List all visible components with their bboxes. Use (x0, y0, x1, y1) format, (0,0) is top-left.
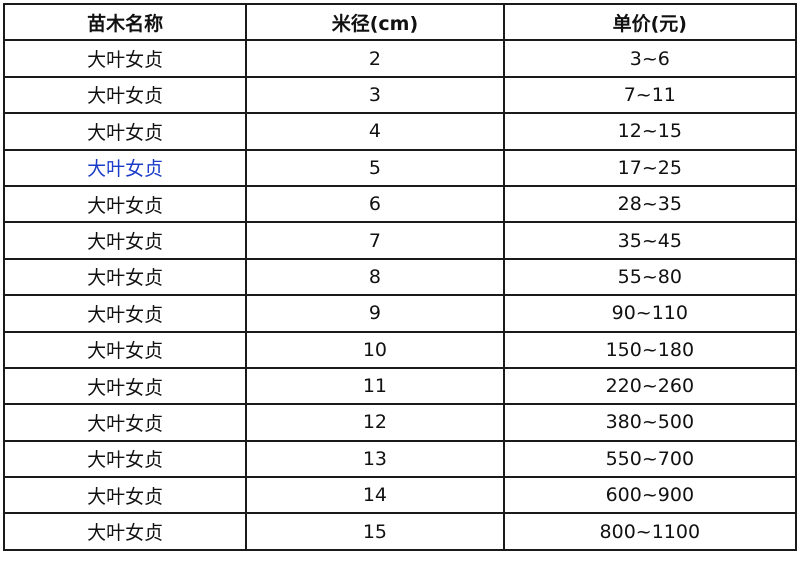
table-row: 大叶女贞 3 7~11 (2, 75, 798, 115)
diameter-cell: 10 (245, 330, 505, 369)
table-row: 大叶女贞 13 550~700 (2, 439, 798, 479)
diameter-cell: 3 (245, 75, 505, 115)
price-cell: 3~6 (502, 39, 798, 78)
name-cell: 大叶女贞 (2, 148, 248, 187)
diameter-cell: 5 (245, 148, 505, 187)
diameter-cell: 14 (245, 476, 505, 515)
name-cell: 大叶女贞 (2, 476, 248, 515)
header-name: 苗木名称 (2, 2, 248, 42)
price-cell: 150~180 (502, 330, 798, 369)
price-cell: 380~500 (502, 403, 798, 442)
diameter-cell: 8 (245, 257, 505, 297)
price-cell: 17~25 (502, 148, 798, 187)
diameter-cell: 2 (245, 39, 505, 78)
name-cell: 大叶女贞 (2, 330, 248, 369)
name-cell: 大叶女贞 (2, 403, 248, 442)
price-cell: 28~35 (502, 184, 798, 224)
name-cell: 大叶女贞 (2, 221, 248, 260)
price-cell: 550~700 (502, 439, 798, 479)
price-cell: 35~45 (502, 221, 798, 260)
table-row: 大叶女贞 9 90~110 (2, 294, 798, 333)
price-cell: 220~260 (502, 366, 798, 406)
diameter-cell: 11 (245, 366, 505, 406)
table-row: 大叶女贞 11 220~260 (2, 366, 798, 406)
name-cell: 大叶女贞 (2, 512, 248, 551)
price-cell: 7~11 (502, 75, 798, 115)
table-row: 大叶女贞 6 28~35 (2, 184, 798, 224)
diameter-cell: 4 (245, 112, 505, 151)
price-cell: 600~900 (502, 476, 798, 515)
price-cell: 12~15 (502, 112, 798, 151)
name-cell: 大叶女贞 (2, 184, 248, 224)
table-row: 大叶女贞 5 17~25 (2, 148, 798, 187)
price-cell: 55~80 (502, 257, 798, 297)
table-row: 大叶女贞 2 3~6 (2, 39, 798, 78)
name-cell: 大叶女贞 (2, 439, 248, 479)
diameter-cell: 6 (245, 184, 505, 224)
header-diameter: 米径(cm) (245, 2, 505, 42)
diameter-cell: 7 (245, 221, 505, 260)
diameter-cell: 12 (245, 403, 505, 442)
diameter-cell: 9 (245, 294, 505, 333)
header-row: 苗木名称 米径(cm) 单价(元) (2, 2, 798, 42)
table-row: 大叶女贞 7 35~45 (2, 221, 798, 260)
diameter-cell: 15 (245, 512, 505, 551)
table-row: 大叶女贞 8 55~80 (2, 257, 798, 297)
table-row: 大叶女贞 15 800~1100 (2, 512, 798, 551)
price-cell: 800~1100 (502, 512, 798, 551)
price-table: 苗木名称 米径(cm) 单价(元) 大叶女贞 2 3~6 大叶女贞 3 7~11 大叶女贞 4… (2, 2, 798, 551)
name-cell: 大叶女贞 (2, 366, 248, 406)
table-row: 大叶女贞 4 12~15 (2, 112, 798, 151)
table-row: 大叶女贞 14 600~900 (2, 476, 798, 515)
price-cell: 90~110 (502, 294, 798, 333)
diameter-cell: 13 (245, 439, 505, 479)
table-row: 大叶女贞 12 380~500 (2, 403, 798, 442)
name-cell: 大叶女贞 (2, 39, 248, 78)
header-price: 单价(元) (502, 2, 798, 42)
name-cell: 大叶女贞 (2, 112, 248, 151)
name-cell: 大叶女贞 (2, 75, 248, 115)
name-cell: 大叶女贞 (2, 257, 248, 297)
table-row: 大叶女贞 10 150~180 (2, 330, 798, 369)
name-cell: 大叶女贞 (2, 294, 248, 333)
